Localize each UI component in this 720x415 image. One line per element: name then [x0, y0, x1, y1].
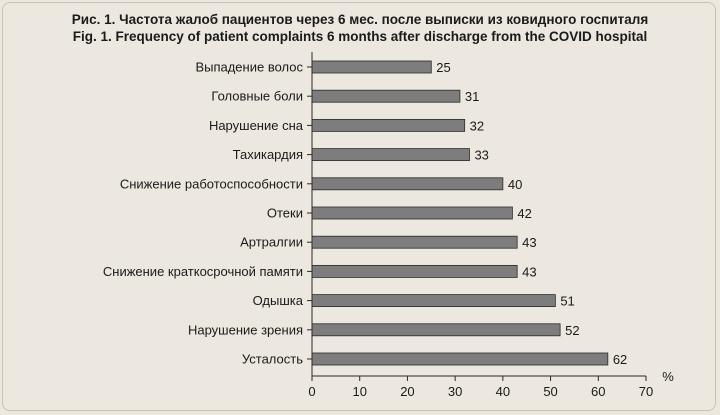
bar	[311, 294, 556, 308]
category-label: Выпадение волос	[195, 60, 303, 75]
value-label: 25	[436, 60, 450, 75]
x-tick-label: 70	[639, 384, 653, 399]
bar	[311, 323, 561, 337]
bar	[311, 177, 504, 191]
value-label: 62	[613, 352, 627, 367]
x-axis-label: %	[662, 369, 674, 384]
category-label: Снижение работоспособности	[120, 176, 303, 191]
bar	[311, 148, 470, 162]
x-tick-label: 20	[400, 384, 414, 399]
category-label: Усталость	[242, 352, 303, 367]
x-tick-label: 40	[496, 384, 510, 399]
x-tick-label: 30	[448, 384, 462, 399]
value-label: 42	[517, 206, 531, 221]
category-label: Нарушение сна	[209, 118, 304, 133]
category-label: Тахикардия	[233, 147, 303, 162]
bar	[311, 264, 518, 278]
category-label: Нарушение зрения	[188, 322, 303, 337]
x-tick-label: 50	[543, 384, 557, 399]
x-tick-label: 10	[352, 384, 366, 399]
chart-title-ru: Рис. 1. Частота жалоб пациентов через 6 …	[71, 12, 649, 27]
x-tick-label: 60	[591, 384, 605, 399]
bar	[311, 352, 609, 366]
bar	[311, 206, 513, 220]
category-label: Головные боли	[211, 89, 303, 104]
bar	[311, 235, 518, 249]
category-label: Одышка	[253, 293, 304, 308]
x-tick-label: 0	[308, 384, 315, 399]
value-label: 51	[560, 294, 574, 309]
bar	[311, 89, 461, 103]
value-label: 33	[474, 148, 488, 163]
category-label: Отеки	[267, 206, 303, 221]
chart-title-en: Fig. 1. Frequency of patient complaints …	[72, 29, 648, 44]
value-label: 31	[465, 89, 479, 104]
bar	[311, 60, 432, 74]
value-label: 43	[522, 235, 536, 250]
category-label: Артралгии	[240, 235, 303, 250]
category-label: Снижение краткосрочной памяти	[103, 264, 303, 279]
bar	[311, 119, 466, 132]
value-label: 32	[470, 118, 484, 133]
value-label: 40	[508, 177, 522, 192]
figure-frame	[2, 2, 716, 411]
value-label: 52	[565, 323, 579, 338]
value-label: 43	[522, 264, 536, 279]
